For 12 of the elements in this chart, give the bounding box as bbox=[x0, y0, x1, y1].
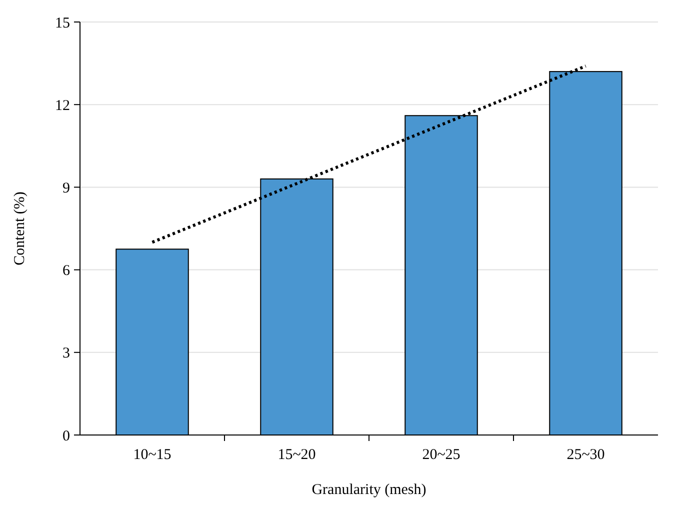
x-axis-title: Granularity (mesh) bbox=[312, 482, 426, 498]
y-tick-label: 12 bbox=[55, 98, 70, 114]
x-tick-label: 25~30 bbox=[566, 447, 605, 463]
y-axis-title: Content (%) bbox=[12, 192, 28, 266]
y-tick-label: 15 bbox=[55, 15, 70, 32]
x-tick-label: 15~20 bbox=[278, 447, 316, 463]
x-tick-label: 20~25 bbox=[422, 447, 460, 463]
x-tick-label: 10~15 bbox=[133, 447, 172, 463]
y-tick-label: 6 bbox=[62, 263, 70, 280]
y-tick-label: 9 bbox=[62, 180, 70, 196]
y-tick-label: 3 bbox=[62, 346, 70, 362]
y-tick-label: 0 bbox=[62, 428, 70, 444]
